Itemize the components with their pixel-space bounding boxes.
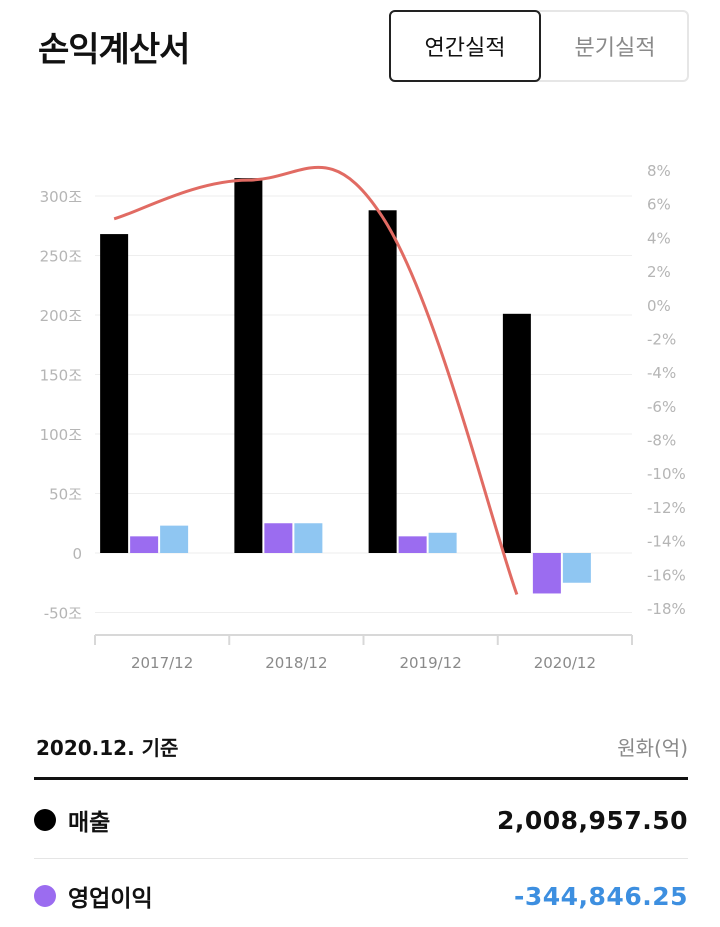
currency-unit: 원화(억) <box>617 736 688 760</box>
right-axis-tick-label: 8% <box>647 162 671 180</box>
summary-value-operating-income: -344,846.25 <box>513 881 688 911</box>
period-tabs: 연간실적 분기실적 <box>389 10 689 82</box>
right-axis-tick-label: -10% <box>647 465 686 483</box>
x-axis-category-label: 2019/12 <box>399 654 461 672</box>
bar-series-3 <box>428 532 457 553</box>
bar-series-1 <box>100 234 129 553</box>
x-axis-category-label: 2018/12 <box>265 654 327 672</box>
bar-series-1 <box>502 313 531 553</box>
right-axis-tick-label: -4% <box>647 364 676 382</box>
right-axis-tick-label: -12% <box>647 499 686 517</box>
summary-row-operating-income: 영업이익 -344,846.25 <box>34 876 688 916</box>
divider <box>34 777 688 780</box>
left-axis-tick-label: 0 <box>72 545 82 563</box>
summary-label-revenue: 매출 <box>68 810 111 836</box>
page-title: 손익계산서 <box>38 30 190 70</box>
summary-row-revenue: 매출 2,008,957.50 <box>34 800 688 840</box>
left-axis-tick-label: 100조 <box>40 426 83 444</box>
bar-series-3 <box>294 523 323 553</box>
right-axis-tick-label: -8% <box>647 432 676 450</box>
right-axis-tick-label: -6% <box>647 398 676 416</box>
right-axis-tick-label: 0% <box>647 297 671 315</box>
bar-series-2 <box>130 536 159 553</box>
legend-dot-revenue <box>34 809 56 831</box>
tab-annual[interactable]: 연간실적 <box>389 10 541 82</box>
bar-series-1 <box>234 178 263 553</box>
summary-value-revenue: 2,008,957.50 <box>496 805 688 835</box>
bar-series-3 <box>562 553 591 583</box>
right-axis-tick-label: -14% <box>647 533 686 551</box>
x-axis-category-label: 2020/12 <box>534 654 596 672</box>
left-axis-tick-label: 250조 <box>40 248 83 266</box>
right-axis-tick-label: 2% <box>647 263 671 281</box>
tab-quarterly[interactable]: 분기실적 <box>574 36 656 61</box>
left-axis-tick-label: 150조 <box>40 367 83 385</box>
x-axis-category-label: 2017/12 <box>131 654 193 672</box>
summary-label-operating-income: 영업이익 <box>68 886 153 912</box>
left-axis-tick-label: -50조 <box>44 605 82 623</box>
right-axis-tick-label: -2% <box>647 330 676 348</box>
basis-date: 2020.12. 기준 <box>36 736 179 760</box>
margin-line <box>113 165 519 596</box>
left-axis-tick-label: 300조 <box>40 188 83 206</box>
legend-dot-operating-income <box>34 885 56 907</box>
right-axis-tick-label: -16% <box>647 566 686 584</box>
left-axis-tick-label: 50조 <box>49 486 82 504</box>
income-chart: 300조 250조 200조 150조 100조 50조 0 -50조 8% 6% 4% 2% 0% -2… <box>40 162 686 672</box>
bar-series-1 <box>368 210 397 553</box>
right-axis-tick-label: -18% <box>647 600 686 618</box>
bar-series-2 <box>264 523 293 553</box>
right-axis-tick-label: 6% <box>647 196 671 214</box>
left-axis-tick-label: 200조 <box>40 307 83 325</box>
bar-series-3 <box>160 525 189 553</box>
bar-series-2 <box>532 553 561 594</box>
row-divider <box>34 858 688 859</box>
right-axis-tick-label: 4% <box>647 229 671 247</box>
bar-series-2 <box>398 536 427 553</box>
